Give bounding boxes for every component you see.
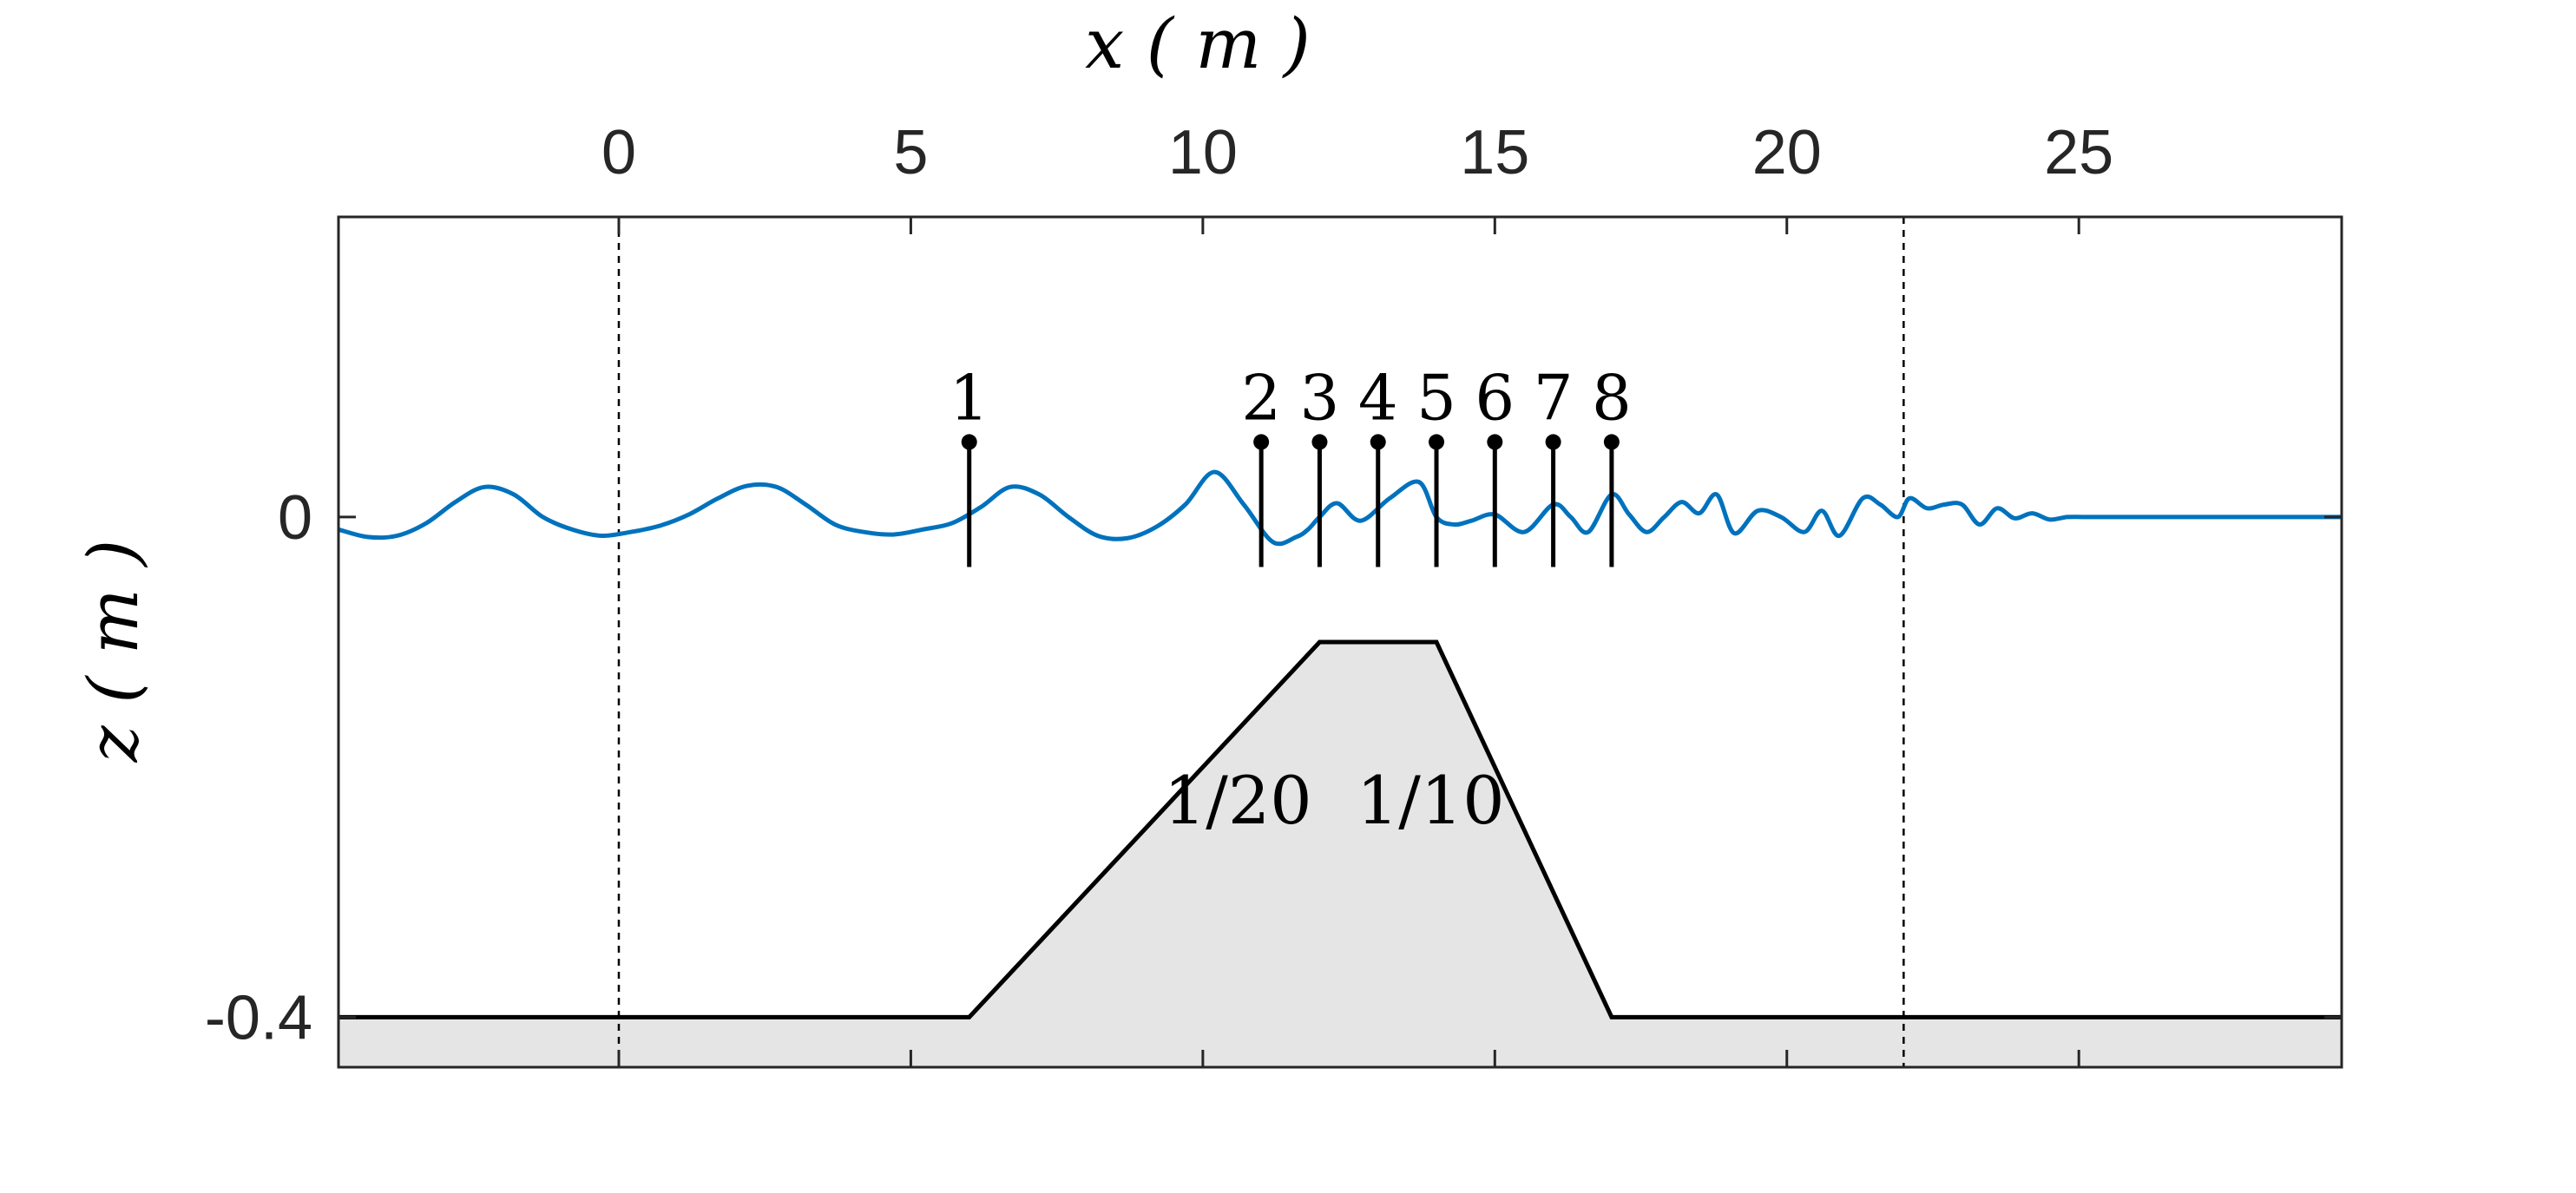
bathymetry-outline-layer xyxy=(338,639,2342,1019)
free-surface-layer xyxy=(338,469,2342,547)
gauge-label-8: 8 xyxy=(1592,361,1632,434)
gauge-marker-8 xyxy=(1603,434,1620,450)
bathymetry-line xyxy=(338,639,2342,1019)
dashed-reference-lines xyxy=(617,217,1905,1067)
y-axis-ticks: 0 -0.4 xyxy=(205,483,2342,1052)
gauge-label-4: 4 xyxy=(1358,361,1398,434)
bathymetry-fill-layer xyxy=(338,642,2342,1067)
gauge-label-3: 3 xyxy=(1300,361,1340,434)
x-tick-label-0: 0 xyxy=(601,118,636,187)
bathymetry-fill xyxy=(338,642,2342,1067)
gauge-label-6: 6 xyxy=(1475,361,1515,434)
free-surface-line xyxy=(338,469,2342,547)
gauge-marker-3 xyxy=(1311,434,1328,450)
x-tick-label-5: 5 xyxy=(893,118,928,187)
gauge-label-5: 5 xyxy=(1416,361,1456,434)
y-axis-title: z ( m ) xyxy=(73,540,154,764)
y-tick-label-0: 0 xyxy=(278,483,312,553)
gauge-label-7: 7 xyxy=(1534,361,1574,434)
x-tick-label-10: 10 xyxy=(1168,118,1238,187)
x-axis-ticks: 0 5 10 15 20 25 xyxy=(601,118,2113,1067)
slope-label-1: 1/20 xyxy=(1164,762,1312,839)
gauge-marker-7 xyxy=(1545,434,1561,450)
slope-label-2: 1/10 xyxy=(1357,762,1505,839)
gauge-marker-6 xyxy=(1487,434,1503,450)
gauge-marker-5 xyxy=(1429,434,1445,450)
plot-frame xyxy=(337,215,2343,1069)
gauge-marker-2 xyxy=(1253,434,1270,450)
gauge-label-1: 1 xyxy=(950,361,989,434)
x-tick-label-25: 25 xyxy=(2044,118,2113,187)
gauge-label-2: 2 xyxy=(1241,361,1281,434)
gauge-marker-1 xyxy=(961,434,977,450)
y-tick-label-1: -0.4 xyxy=(205,983,312,1052)
gauge-marker-4 xyxy=(1370,434,1386,450)
x-tick-label-20: 20 xyxy=(1752,118,1822,187)
slope-annotations: 1/20 1/10 xyxy=(1164,762,1505,839)
x-axis-title: x ( m ) xyxy=(1085,3,1311,84)
x-tick-label-15: 15 xyxy=(1460,118,1529,187)
